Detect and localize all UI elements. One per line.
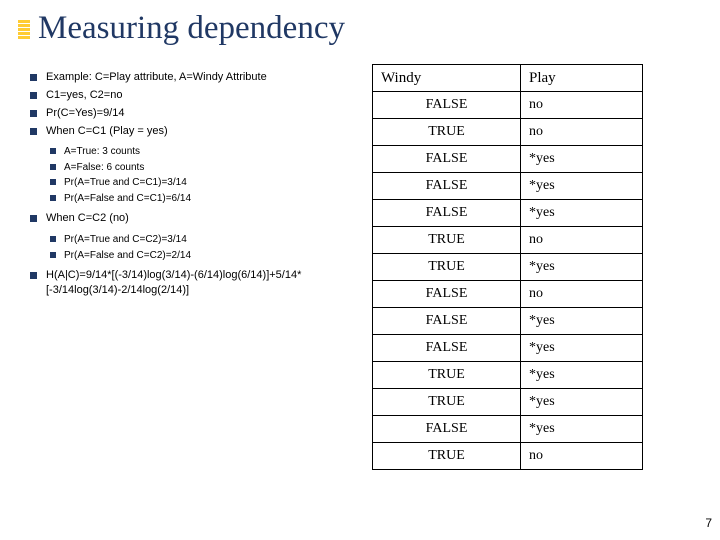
table-row: TRUE*yes bbox=[373, 362, 643, 389]
cell-windy: TRUE bbox=[373, 254, 521, 281]
square-bullet-icon bbox=[30, 272, 37, 279]
title-accent bbox=[18, 20, 30, 39]
square-bullet-icon bbox=[30, 110, 37, 117]
list-item: A=True: 3 counts bbox=[50, 145, 370, 159]
list-item: Example: C=Play attribute, A=Windy Attri… bbox=[30, 70, 370, 85]
cell-play: *yes bbox=[521, 335, 643, 362]
cell-play: *yes bbox=[521, 200, 643, 227]
square-bullet-icon bbox=[50, 148, 56, 154]
table-row: FALSE*yes bbox=[373, 335, 643, 362]
cell-play: *yes bbox=[521, 173, 643, 200]
list-text: Pr(A=False and C=C2)=2/14 bbox=[64, 250, 191, 261]
square-bullet-icon bbox=[50, 195, 56, 201]
cell-play: no bbox=[521, 227, 643, 254]
page-number: 7 bbox=[705, 516, 712, 530]
cell-windy: TRUE bbox=[373, 362, 521, 389]
table-row: FALSE*yes bbox=[373, 173, 643, 200]
list-item: H(A|C)=9/14*[(-3/14)log(3/14)-(6/14)log(… bbox=[30, 268, 370, 298]
cell-play: *yes bbox=[521, 416, 643, 443]
square-bullet-icon bbox=[30, 215, 37, 222]
list-text: When C=C1 (Play = yes) bbox=[46, 125, 168, 137]
cell-play: *yes bbox=[521, 146, 643, 173]
col-header-play: Play bbox=[521, 65, 643, 92]
col-header-windy: Windy bbox=[373, 65, 521, 92]
list-item: C1=yes, C2=no bbox=[30, 88, 370, 103]
cell-play: *yes bbox=[521, 308, 643, 335]
list-text: Pr(A=False and C=C1)=6/14 bbox=[64, 193, 191, 204]
cell-play: *yes bbox=[521, 362, 643, 389]
cell-windy: TRUE bbox=[373, 119, 521, 146]
body-content: Example: C=Play attribute, A=Windy Attri… bbox=[30, 70, 370, 301]
square-bullet-icon bbox=[50, 164, 56, 170]
square-bullet-icon bbox=[30, 128, 37, 135]
list-text: When C=C2 (no) bbox=[46, 212, 129, 224]
list-item: Pr(A=False and C=C1)=6/14 bbox=[50, 192, 370, 206]
cell-play: no bbox=[521, 443, 643, 470]
table-header-row: Windy Play bbox=[373, 65, 643, 92]
cell-windy: FALSE bbox=[373, 281, 521, 308]
square-bullet-icon bbox=[50, 236, 56, 242]
bullet-list-2: When C=C2 (no) bbox=[30, 211, 370, 226]
table-row: FALSEno bbox=[373, 281, 643, 308]
list-text: H(A|C)=9/14*[(-3/14)log(3/14)-(6/14)log(… bbox=[46, 269, 301, 296]
cell-windy: TRUE bbox=[373, 389, 521, 416]
cell-windy: FALSE bbox=[373, 416, 521, 443]
list-item: Pr(A=False and C=C2)=2/14 bbox=[50, 249, 370, 263]
square-bullet-icon bbox=[30, 74, 37, 81]
table-row: FALSEno bbox=[373, 92, 643, 119]
cell-play: *yes bbox=[521, 389, 643, 416]
cell-windy: TRUE bbox=[373, 227, 521, 254]
list-text: Pr(C=Yes)=9/14 bbox=[46, 107, 124, 119]
sub-list-2: Pr(A=True and C=C2)=3/14 Pr(A=False and … bbox=[50, 233, 370, 262]
list-item: Pr(A=True and C=C2)=3/14 bbox=[50, 233, 370, 247]
list-item: Pr(C=Yes)=9/14 bbox=[30, 106, 370, 121]
table-row: TRUEno bbox=[373, 119, 643, 146]
list-item: Pr(A=True and C=C1)=3/14 bbox=[50, 176, 370, 190]
cell-windy: FALSE bbox=[373, 173, 521, 200]
slide-title: Measuring dependency bbox=[38, 10, 345, 47]
list-item: When C=C1 (Play = yes) bbox=[30, 124, 370, 139]
table-row: FALSE*yes bbox=[373, 416, 643, 443]
table-row: TRUEno bbox=[373, 443, 643, 470]
square-bullet-icon bbox=[50, 179, 56, 185]
cell-windy: TRUE bbox=[373, 443, 521, 470]
list-text: A=True: 3 counts bbox=[64, 146, 140, 157]
list-text: Pr(A=True and C=C1)=3/14 bbox=[64, 177, 187, 188]
list-text: Example: C=Play attribute, A=Windy Attri… bbox=[46, 71, 267, 83]
list-text: Pr(A=True and C=C2)=3/14 bbox=[64, 234, 187, 245]
cell-windy: FALSE bbox=[373, 335, 521, 362]
table-row: FALSE*yes bbox=[373, 146, 643, 173]
table-row: FALSE*yes bbox=[373, 200, 643, 227]
bullet-list-1: Example: C=Play attribute, A=Windy Attri… bbox=[30, 70, 370, 138]
list-item: A=False: 6 counts bbox=[50, 161, 370, 175]
list-item: When C=C2 (no) bbox=[30, 211, 370, 226]
cell-play: no bbox=[521, 92, 643, 119]
cell-play: no bbox=[521, 281, 643, 308]
table-row: FALSE*yes bbox=[373, 308, 643, 335]
sub-list-1: A=True: 3 counts A=False: 6 counts Pr(A=… bbox=[50, 145, 370, 205]
cell-windy: FALSE bbox=[373, 92, 521, 119]
bullet-list-3: H(A|C)=9/14*[(-3/14)log(3/14)-(6/14)log(… bbox=[30, 268, 370, 298]
cell-play: *yes bbox=[521, 254, 643, 281]
table-row: TRUEno bbox=[373, 227, 643, 254]
list-text: A=False: 6 counts bbox=[64, 162, 144, 173]
square-bullet-icon bbox=[50, 252, 56, 258]
table-row: TRUE*yes bbox=[373, 254, 643, 281]
cell-windy: FALSE bbox=[373, 308, 521, 335]
list-text: C1=yes, C2=no bbox=[46, 89, 122, 101]
cell-play: no bbox=[521, 119, 643, 146]
table-body: FALSEnoTRUEnoFALSE*yesFALSE*yesFALSE*yes… bbox=[373, 92, 643, 470]
cell-windy: FALSE bbox=[373, 146, 521, 173]
cell-windy: FALSE bbox=[373, 200, 521, 227]
data-table: Windy Play FALSEnoTRUEnoFALSE*yesFALSE*y… bbox=[372, 64, 643, 470]
square-bullet-icon bbox=[30, 92, 37, 99]
table-row: TRUE*yes bbox=[373, 389, 643, 416]
